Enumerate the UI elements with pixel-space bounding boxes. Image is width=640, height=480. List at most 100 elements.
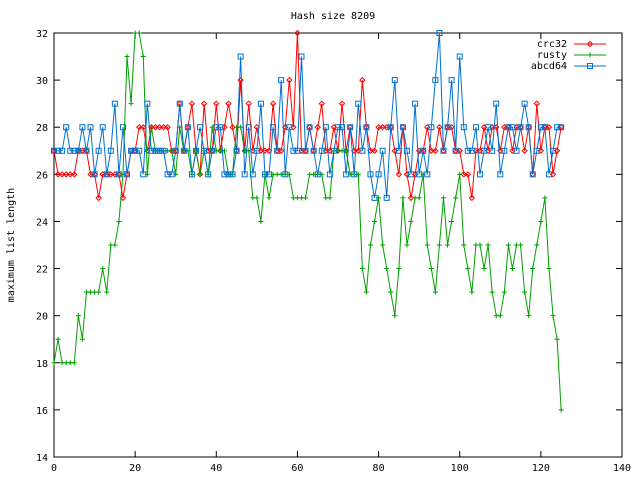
data-point-rusty [104,289,110,295]
data-point-rusty [546,266,552,272]
data-point-rusty [266,195,272,201]
data-point-rusty [388,289,394,295]
data-point-abcd64 [217,124,224,131]
data-point-abcd64 [152,147,159,154]
data-point-rusty [404,242,410,248]
data-point-abcd64 [387,124,394,131]
data-point-abcd64 [554,124,561,131]
series-line-abcd64 [54,32,562,198]
data-point-crc32 [432,147,439,154]
data-point-abcd64 [282,171,289,178]
chart-title: Hash size 8209 [291,11,375,22]
data-point-abcd64 [347,124,354,131]
data-point-abcd64 [302,147,309,154]
data-point-abcd64 [310,147,317,154]
data-point-abcd64 [355,100,362,107]
data-point-crc32 [188,100,196,107]
legend-label-crc32: crc32 [537,39,567,50]
data-point-abcd64 [286,124,293,131]
data-point-abcd64 [213,124,220,131]
y-tick-label: 18 [36,359,48,370]
data-point-rusty [128,101,134,107]
data-point-abcd64 [168,171,175,178]
data-point-abcd64 [318,147,325,154]
data-point-abcd64 [509,124,516,131]
data-point-abcd64 [205,171,212,178]
data-point-rusty [530,266,536,272]
data-point-abcd64 [330,147,337,154]
data-point-rusty [75,313,81,319]
data-point-abcd64 [261,171,268,178]
data-point-rusty [550,313,556,319]
data-point-abcd64 [448,77,455,84]
data-point-abcd64 [91,171,98,178]
data-point-abcd64 [193,147,199,154]
series-layer [50,29,565,413]
data-point-crc32 [67,171,74,178]
data-point-abcd64 [55,147,62,154]
data-point-rusty [96,289,102,295]
data-point-abcd64 [375,171,382,178]
data-point-rusty [469,289,475,295]
data-point-abcd64 [477,171,483,178]
data-point-rusty [254,195,260,201]
data-point-rusty [367,242,373,248]
data-point-crc32 [140,124,147,131]
data-point-abcd64 [432,77,439,84]
data-point-abcd64 [497,171,504,178]
data-point-abcd64 [383,194,390,201]
data-point-crc32 [286,76,293,84]
data-point-abcd64 [270,124,277,131]
data-point-abcd64 [148,147,155,154]
data-point-rusty [140,54,146,60]
data-point-abcd64 [128,147,135,154]
data-point-abcd64 [545,171,552,178]
data-point-abcd64 [87,124,94,131]
x-tick-label: 80 [373,463,385,474]
data-point-abcd64 [395,147,402,154]
data-point-abcd64 [274,147,281,154]
legend-marker-crc32 [586,40,594,48]
x-tick-label: 120 [532,463,550,474]
data-point-abcd64 [489,147,496,154]
data-point-rusty [453,195,459,201]
data-point-abcd64 [201,147,208,154]
data-point-rusty [303,195,309,201]
data-point-abcd64 [172,147,179,154]
data-point-abcd64 [464,147,471,154]
data-point-abcd64 [326,171,333,178]
y-tick-label: 26 [36,170,48,181]
data-point-crc32 [237,76,244,84]
data-point-rusty [112,242,118,248]
data-point-abcd64 [184,124,191,131]
data-point-crc32 [314,124,321,131]
data-point-abcd64 [505,124,512,131]
data-point-abcd64 [472,124,479,131]
data-point-rusty [197,171,203,177]
y-tick-label: 14 [36,453,48,464]
data-point-rusty [522,289,528,295]
data-point-abcd64 [485,124,492,131]
data-point-rusty [457,171,463,177]
y-axis: 14 16 18 20 22 24 26 28 30 32 [36,29,622,464]
data-point-abcd64 [529,171,536,178]
data-point-abcd64 [399,124,406,131]
data-point-abcd64 [541,124,548,131]
data-point-rusty [465,266,471,272]
data-point-crc32 [229,124,236,131]
data-point-rusty [380,242,386,248]
x-tick-label: 40 [210,463,222,474]
data-point-abcd64 [249,171,256,178]
data-point-abcd64 [367,171,374,178]
data-point-crc32 [521,147,528,154]
data-point-abcd64 [456,53,463,60]
data-point-crc32 [213,100,220,107]
data-point-rusty [136,30,142,36]
data-point-rusty [79,336,85,342]
data-point-rusty [100,266,106,272]
data-point-abcd64 [140,171,147,178]
data-point-rusty [509,266,515,272]
data-point-crc32 [152,124,159,131]
x-axis: 0 20 40 60 80 100 120 140 [51,33,631,474]
